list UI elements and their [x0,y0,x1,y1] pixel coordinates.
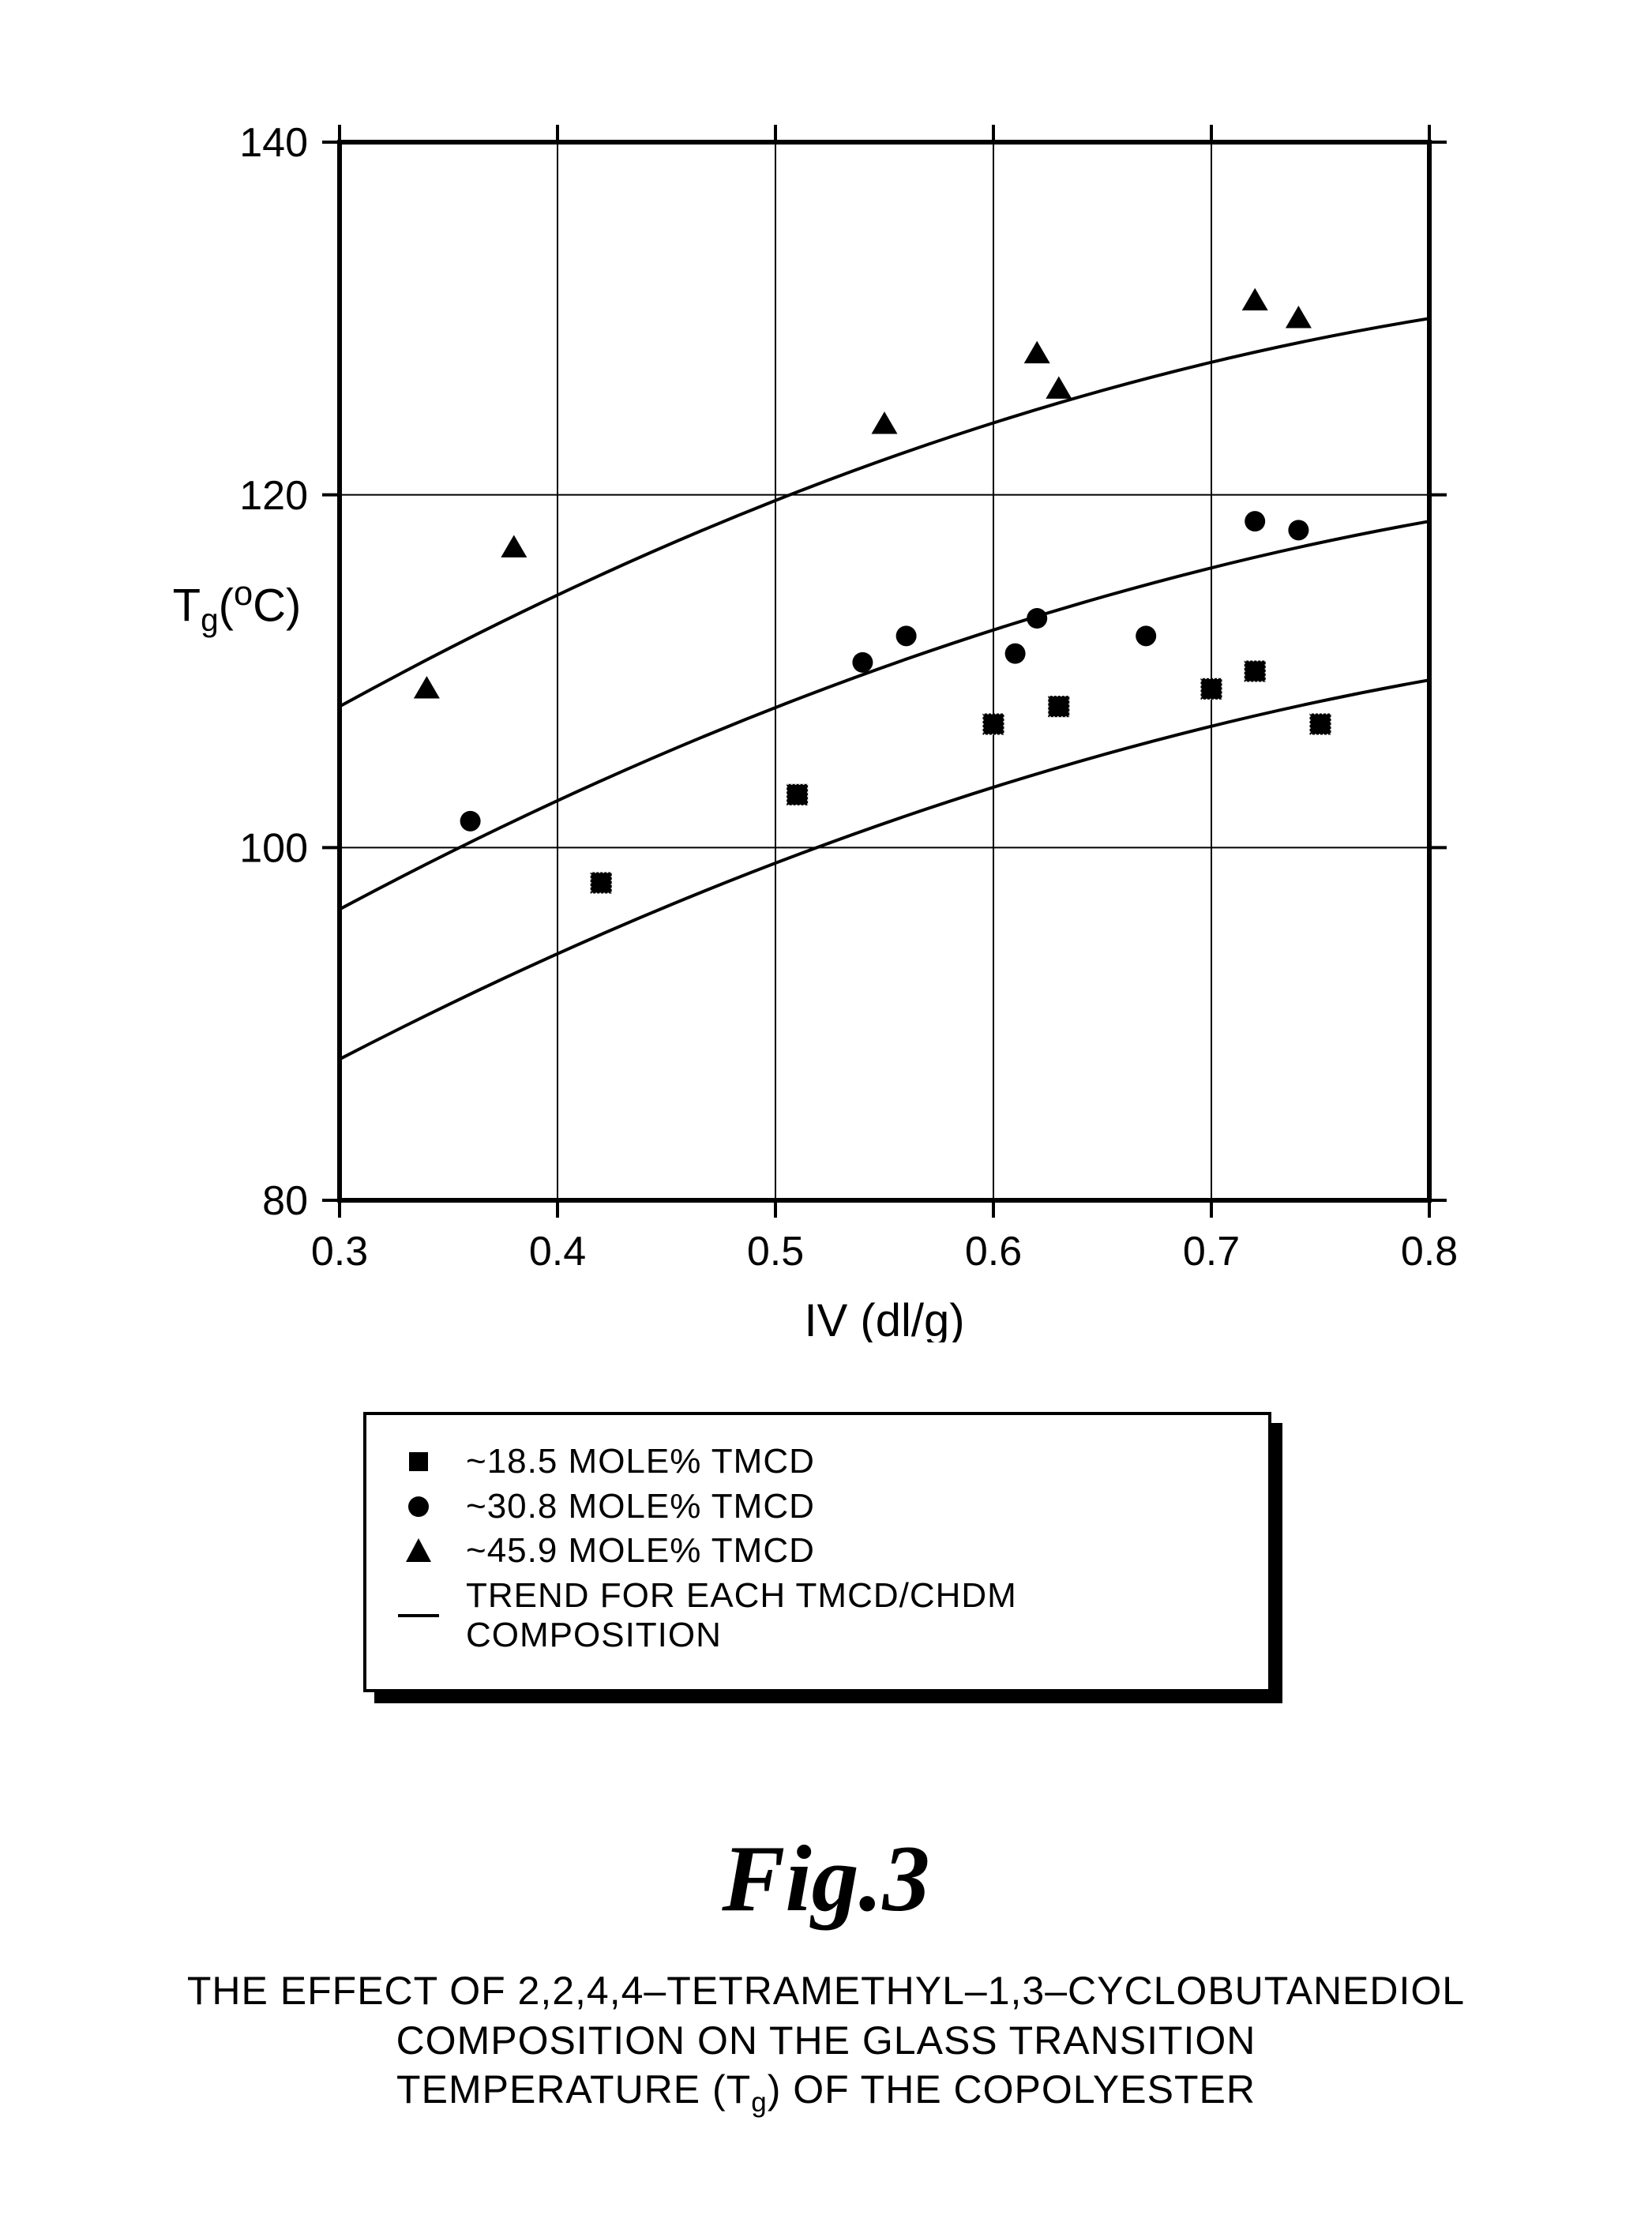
legend: ~18.5 MOLE% TMCD ~30.8 MOLE% TMCD~45.9 MO… [363,1412,1271,1692]
legend-row: ~45.9 MOLE% TMCD [395,1531,1240,1571]
svg-text:0.6: 0.6 [965,1229,1022,1275]
chart-container: 0.30.40.50.60.70.880100120140IV (dl/g)Tg… [118,95,1508,1346]
figure-caption: THE EFFECT OF 2,2,4,4–TETRAMETHYL–1,3–CY… [0,1966,1652,2120]
caption-line-3: TEMPERATURE (Tg) OF THE COPOLYESTER [0,2065,1652,2120]
caption-line-2: COMPOSITION ON THE GLASS TRANSITION [0,2016,1652,2066]
legend-swatch [395,1446,442,1477]
svg-text:100: 100 [239,826,308,872]
legend-row: TREND FOR EACH TMCD/CHDMCOMPOSITION [395,1576,1240,1656]
svg-text:0.4: 0.4 [529,1229,586,1275]
figure-label: Fig.3 [722,1826,929,1931]
svg-text:120: 120 [239,473,308,519]
svg-text:0.8: 0.8 [1401,1229,1458,1275]
svg-text:0.3: 0.3 [311,1229,368,1275]
legend-label: TREND FOR EACH TMCD/CHDMCOMPOSITION [466,1576,1017,1656]
svg-text:IV (dl/g): IV (dl/g) [804,1295,964,1342]
svg-text:0.5: 0.5 [747,1229,804,1275]
legend-row: ~30.8 MOLE% TMCD [395,1487,1240,1527]
legend-label: ~45.9 MOLE% TMCD [466,1531,815,1571]
svg-text:0.7: 0.7 [1183,1229,1240,1275]
svg-text:140: 140 [239,120,308,166]
tg-vs-iv-chart: 0.30.40.50.60.70.880100120140IV (dl/g)Tg… [118,95,1508,1342]
legend-label: ~30.8 MOLE% TMCD [466,1487,815,1527]
caption-line-1: THE EFFECT OF 2,2,4,4–TETRAMETHYL–1,3–CY… [0,1966,1652,2016]
legend-swatch [395,1491,442,1522]
legend-label: ~18.5 MOLE% TMCD [466,1442,815,1482]
legend-swatch [395,1535,442,1567]
legend-swatch [395,1600,442,1631]
svg-text:80: 80 [262,1178,308,1224]
legend-row: ~18.5 MOLE% TMCD [395,1442,1240,1482]
figure-page: 0.30.40.50.60.70.880100120140IV (dl/g)Tg… [0,0,1652,2230]
figure-label-wrap: Fig.3 [0,1824,1652,1933]
